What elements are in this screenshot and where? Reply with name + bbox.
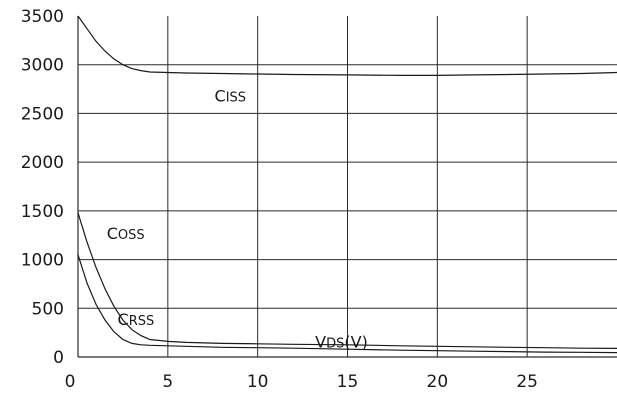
- y-tick-label: 0: [53, 348, 64, 368]
- y-tick-label: 2000: [21, 153, 64, 173]
- y-tick-labels: 0 500 1000 1500 2000 2500 3000 3500: [21, 7, 64, 368]
- y-tick-label: 2500: [21, 104, 64, 124]
- curve-annotation: COSS: [107, 224, 145, 243]
- y-tick-label: 3500: [21, 7, 64, 27]
- curve-annotation: CRSS: [118, 310, 155, 329]
- y-tick-label: 1000: [21, 251, 64, 271]
- x-tick-label: 10: [247, 372, 269, 392]
- curve-annotation: CISS: [215, 87, 247, 106]
- x-tick-label: 0: [65, 372, 76, 392]
- x-tick-label: 5: [162, 372, 173, 392]
- y-tick-label: 500: [32, 299, 64, 319]
- series-line-1: [77, 15, 617, 77]
- x-tick-label: 15: [337, 372, 359, 392]
- x-tick-labels: 0 5 10 15 20 25: [65, 372, 538, 392]
- grid-lines: [77, 16, 617, 358]
- curve-annotation: VDS(V): [315, 332, 368, 351]
- series-line-2: [77, 212, 617, 349]
- series-line-3: [77, 254, 617, 354]
- curve-annotations: CISS COSS CRSS VDS(V): [107, 87, 368, 352]
- y-tick-label: 3000: [21, 56, 64, 76]
- data-series: [77, 15, 617, 354]
- x-tick-label: 25: [516, 372, 538, 392]
- x-tick-label: 20: [427, 372, 449, 392]
- y-tick-label: 1500: [21, 202, 64, 222]
